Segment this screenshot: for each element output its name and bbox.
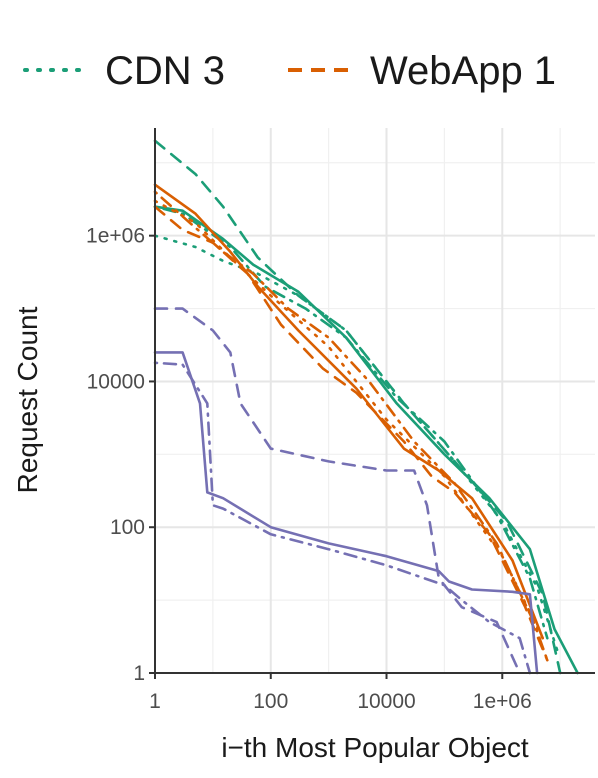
series-line-10	[153, 307, 521, 675]
legend-label-cdn3: CDN 3	[105, 49, 225, 93]
legend: CDN 3 WebApp 1	[23, 49, 556, 93]
series-line-5	[153, 183, 544, 640]
y-tick-label: 100	[110, 516, 145, 539]
y-tick-label: 1	[133, 662, 145, 685]
x-tick-label: 100	[253, 690, 288, 713]
y-tick-label: 10000	[87, 370, 145, 393]
series-line-9	[153, 351, 539, 675]
axes: 1 100 10000 1e+06 1 100 10000 1e+06	[86, 128, 595, 713]
series-line-11	[153, 361, 532, 675]
series-line-8	[153, 190, 549, 662]
series-lines	[153, 139, 579, 675]
y-tick-label: 1e+06	[86, 225, 145, 248]
x-tick-label: 10000	[357, 690, 415, 713]
series-line-2	[153, 139, 562, 675]
series-line-1	[153, 205, 579, 675]
x-tick-label: 1e+06	[473, 690, 532, 713]
legend-label-webapp1: WebApp 1	[370, 49, 556, 93]
x-axis-title: i−th Most Popular Object	[221, 732, 529, 763]
y-axis-title: Request Count	[12, 306, 43, 493]
plot-panel	[155, 128, 595, 673]
x-tick-label: 1	[149, 690, 161, 713]
series-line-7	[153, 199, 544, 640]
series-line-3	[153, 234, 559, 653]
